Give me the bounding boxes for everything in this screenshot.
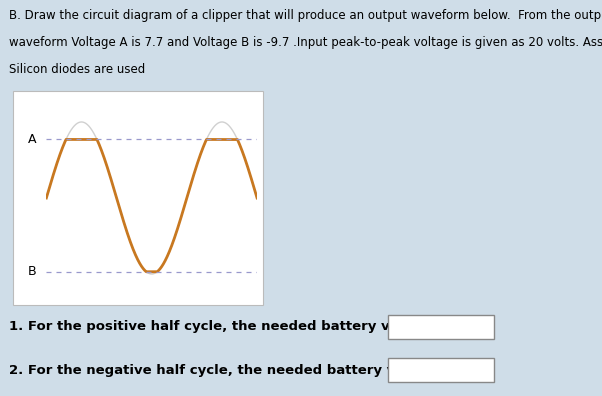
Text: waveform Voltage A is 7.7 and Voltage B is -9.7 .Input peak-to-peak voltage is g: waveform Voltage A is 7.7 and Voltage B … [9, 36, 602, 49]
Text: A: A [28, 133, 36, 146]
FancyBboxPatch shape [388, 315, 494, 339]
Text: 1. For the positive half cycle, the needed battery voltage is: 1. For the positive half cycle, the need… [9, 320, 455, 333]
FancyBboxPatch shape [388, 358, 494, 382]
Text: Silicon diodes are used: Silicon diodes are used [9, 63, 145, 76]
Text: 2. For the negative half cycle, the needed battery voltage is: 2. For the negative half cycle, the need… [9, 364, 460, 377]
Text: B: B [28, 265, 36, 278]
FancyBboxPatch shape [13, 91, 263, 305]
Text: B. Draw the circuit diagram of a clipper that will produce an output waveform be: B. Draw the circuit diagram of a clipper… [9, 9, 602, 22]
